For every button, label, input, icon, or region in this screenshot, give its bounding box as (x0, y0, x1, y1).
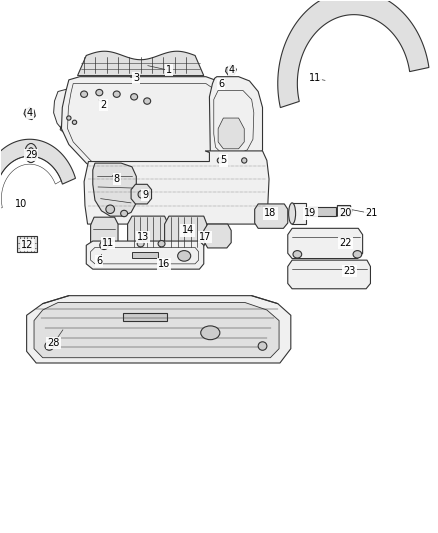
Polygon shape (337, 206, 352, 216)
Ellipse shape (81, 91, 88, 98)
Text: 12: 12 (21, 240, 34, 251)
Text: 16: 16 (158, 259, 170, 269)
Ellipse shape (178, 251, 191, 261)
Polygon shape (308, 207, 336, 216)
Ellipse shape (131, 94, 138, 100)
Ellipse shape (144, 98, 151, 104)
Ellipse shape (289, 203, 296, 224)
Ellipse shape (100, 241, 109, 249)
Polygon shape (24, 108, 35, 119)
Text: 1: 1 (166, 66, 172, 75)
Text: 20: 20 (339, 208, 351, 219)
Polygon shape (123, 313, 167, 320)
Text: 6: 6 (96, 256, 102, 266)
Text: 5: 5 (220, 156, 226, 165)
Text: 9: 9 (142, 190, 148, 200)
Polygon shape (209, 77, 262, 168)
Text: 29: 29 (25, 150, 37, 160)
Ellipse shape (28, 148, 34, 158)
Polygon shape (61, 77, 219, 170)
Text: 8: 8 (113, 174, 120, 184)
Text: 23: 23 (343, 266, 356, 276)
Ellipse shape (72, 120, 77, 124)
Polygon shape (34, 303, 279, 358)
Ellipse shape (217, 158, 223, 163)
Ellipse shape (120, 211, 127, 216)
Text: 4: 4 (229, 66, 235, 75)
Text: 11: 11 (102, 238, 114, 248)
Ellipse shape (242, 158, 247, 163)
Polygon shape (204, 224, 231, 248)
Ellipse shape (258, 342, 267, 350)
Ellipse shape (45, 342, 53, 350)
Polygon shape (27, 296, 291, 363)
Polygon shape (131, 184, 152, 204)
Text: 11: 11 (309, 73, 321, 83)
Polygon shape (84, 151, 269, 224)
Polygon shape (288, 260, 371, 289)
Polygon shape (93, 163, 136, 216)
Ellipse shape (67, 116, 71, 120)
Polygon shape (292, 203, 306, 224)
Ellipse shape (106, 205, 115, 214)
Ellipse shape (293, 251, 302, 258)
Text: 4: 4 (27, 108, 33, 118)
Polygon shape (91, 217, 118, 252)
Polygon shape (17, 236, 37, 252)
Polygon shape (86, 241, 204, 269)
Text: 3: 3 (133, 73, 139, 83)
Polygon shape (254, 204, 288, 228)
Polygon shape (226, 65, 237, 76)
Polygon shape (127, 216, 168, 248)
Text: 18: 18 (264, 208, 276, 219)
Text: 22: 22 (339, 238, 351, 248)
Ellipse shape (113, 91, 120, 98)
Polygon shape (132, 252, 158, 258)
Text: 2: 2 (101, 100, 107, 110)
Polygon shape (165, 216, 207, 248)
Ellipse shape (138, 191, 145, 198)
Polygon shape (0, 139, 75, 219)
Text: 21: 21 (365, 208, 378, 219)
Text: 13: 13 (137, 232, 149, 243)
Polygon shape (278, 0, 429, 108)
Text: 28: 28 (47, 338, 60, 349)
Polygon shape (53, 84, 158, 134)
Ellipse shape (137, 240, 144, 247)
Ellipse shape (158, 240, 165, 247)
Text: 17: 17 (199, 232, 211, 243)
Polygon shape (288, 228, 363, 259)
Text: 10: 10 (15, 199, 27, 209)
Text: 6: 6 (218, 78, 224, 88)
Ellipse shape (96, 90, 103, 96)
Text: 14: 14 (181, 225, 194, 236)
Polygon shape (218, 118, 244, 149)
Ellipse shape (353, 251, 362, 258)
Ellipse shape (25, 143, 37, 163)
Text: 19: 19 (304, 208, 317, 219)
Ellipse shape (201, 326, 220, 340)
Polygon shape (78, 51, 204, 76)
